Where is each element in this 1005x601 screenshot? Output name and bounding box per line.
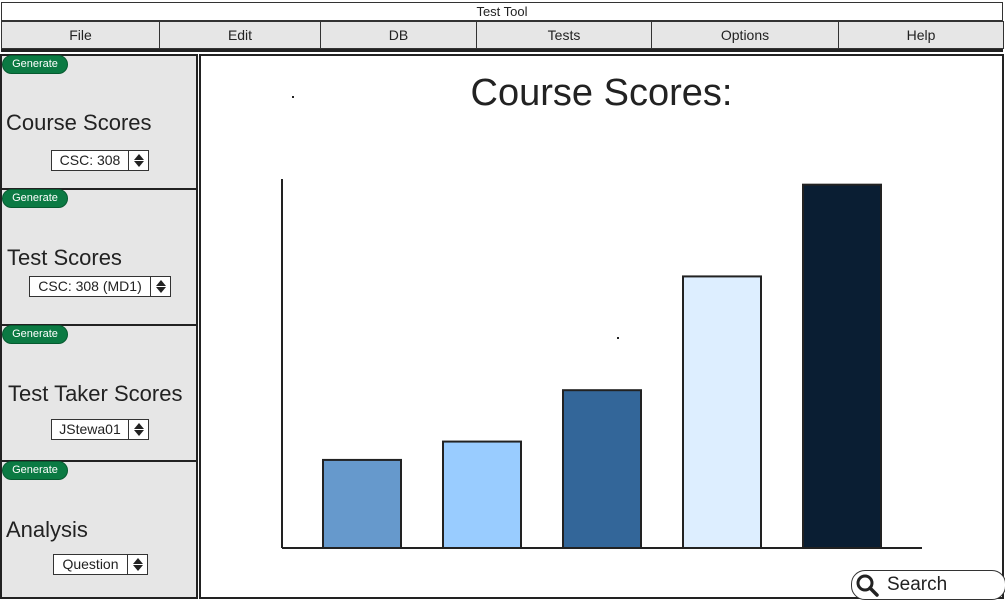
test-taker-spinner[interactable]: JStewa01	[51, 419, 149, 440]
chart-bar-3	[562, 389, 642, 549]
menu-edit[interactable]: Edit	[159, 21, 321, 49]
spinner-arrows-icon[interactable]	[127, 555, 147, 574]
panel-title: Test Scores	[7, 245, 122, 270]
test-spinner-value: CSC: 308 (MD1)	[38, 278, 142, 294]
menu-bar: File Edit DB Tests Options Help	[1, 21, 1004, 52]
analysis-spinner-value: Question	[62, 556, 119, 572]
chart-bar-4	[682, 275, 762, 549]
bar-chart	[281, 179, 922, 550]
panel-test-scores: Generate Test Scores CSC: 308 (MD1)	[0, 188, 198, 326]
test-spinner[interactable]: CSC: 308 (MD1)	[29, 276, 171, 297]
chart-bar-1	[322, 458, 402, 550]
spinner-arrows-icon[interactable]	[150, 277, 170, 296]
menu-options[interactable]: Options	[651, 21, 839, 49]
menu-tests[interactable]: Tests	[476, 21, 652, 49]
menu-file[interactable]: File	[1, 21, 160, 49]
test-taker-spinner-value: JStewa01	[59, 421, 121, 437]
generate-course-scores-button[interactable]: Generate	[2, 55, 68, 74]
panel-test-taker-scores: Generate Test Taker Scores JStewa01	[0, 324, 198, 462]
panel-title: Test Taker Scores	[8, 381, 183, 406]
chart-area: Course Scores: Search	[199, 54, 1005, 600]
course-spinner-value: CSC: 308	[59, 152, 121, 168]
sidebar: Generate Course Scores CSC: 308 Generate…	[0, 54, 199, 599]
menu-help[interactable]: Help	[838, 21, 1004, 49]
chart-bar-2	[442, 440, 522, 550]
chart-title: Course Scores:	[470, 72, 733, 114]
generate-analysis-button[interactable]: Generate	[2, 461, 68, 480]
generate-test-taker-scores-button[interactable]: Generate	[2, 325, 68, 344]
panel-title: Analysis	[6, 517, 88, 542]
panel-course-scores: Generate Course Scores CSC: 308	[0, 54, 198, 190]
stray-dot	[292, 96, 294, 98]
analysis-spinner[interactable]: Question	[53, 554, 148, 575]
window-title: Test Tool	[1, 2, 1003, 21]
stray-dot	[617, 337, 619, 339]
spinner-arrows-icon[interactable]	[128, 420, 148, 439]
chart-bar-5	[802, 183, 882, 549]
generate-test-scores-button[interactable]: Generate	[2, 189, 68, 208]
search-icon	[856, 574, 879, 597]
search-box[interactable]: Search	[851, 570, 1005, 600]
course-spinner[interactable]: CSC: 308	[51, 150, 149, 171]
panel-title: Course Scores	[6, 110, 152, 135]
spinner-arrows-icon[interactable]	[128, 151, 148, 170]
search-input[interactable]: Search	[887, 574, 948, 595]
menu-db[interactable]: DB	[320, 21, 477, 49]
panel-analysis: Generate Analysis Question	[0, 460, 198, 599]
